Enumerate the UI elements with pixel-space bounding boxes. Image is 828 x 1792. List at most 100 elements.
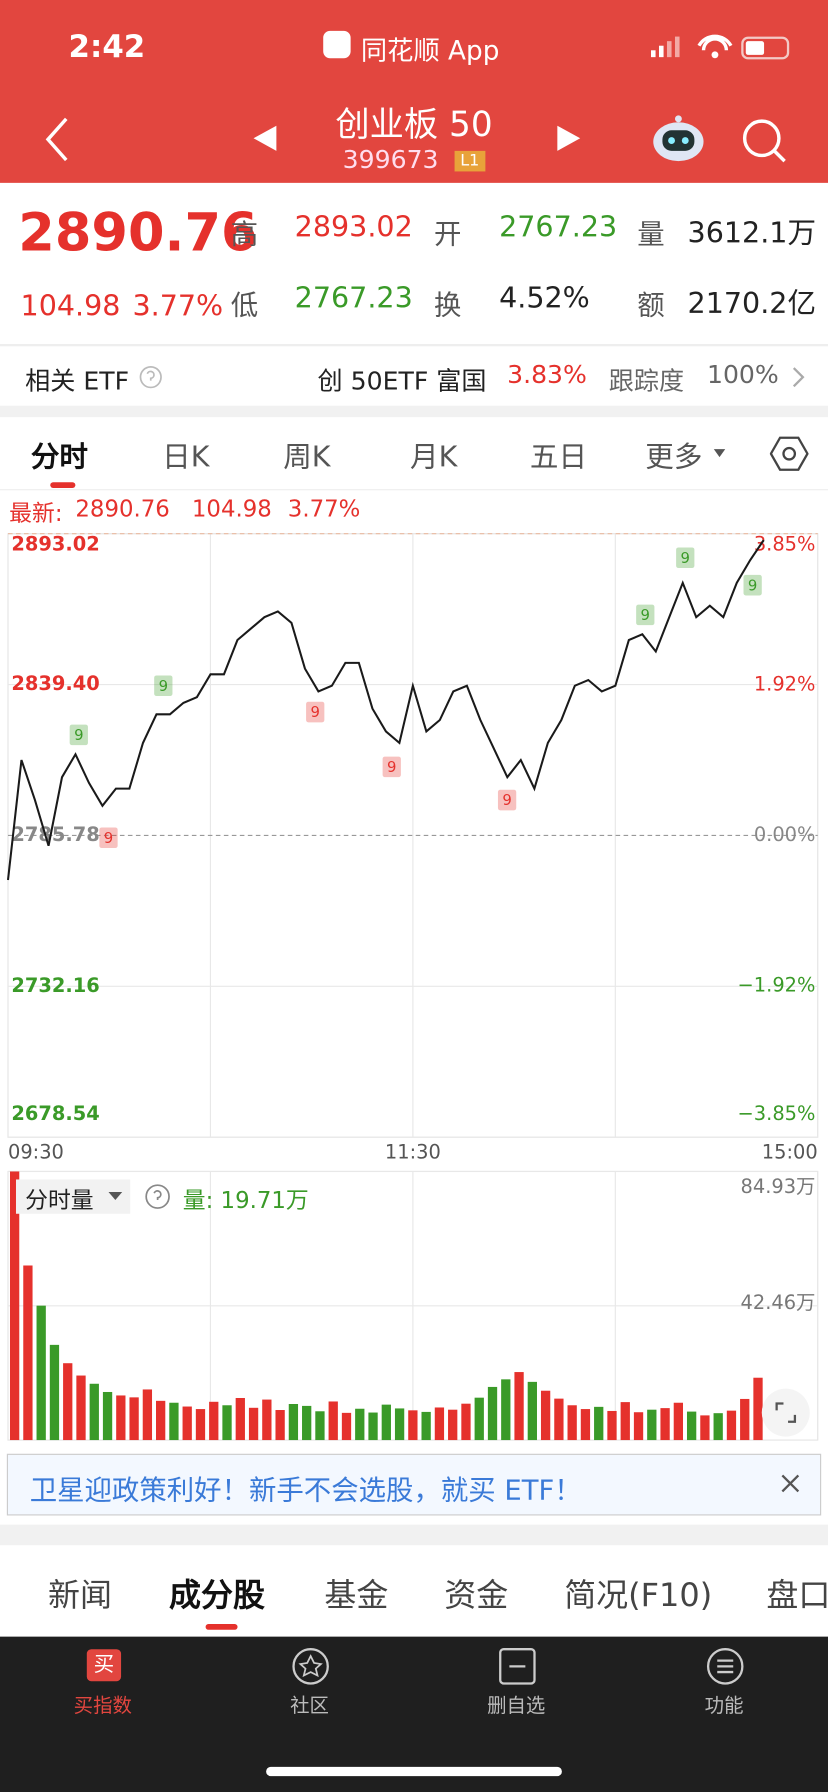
status-app: 同花顺 App [360,36,500,67]
annotation: 9 [310,703,319,721]
y-tick-label: 2732.16 [11,974,99,997]
volume-bar [235,1397,245,1441]
y2-tick-label: 1.92% [754,672,816,695]
stat-value: 2767.23 [294,281,413,315]
period-tab[interactable]: 五日 [529,440,588,474]
volume-bar [554,1398,564,1441]
close-button[interactable] [779,1472,802,1495]
volume-bar [567,1405,577,1441]
y-tick-label: 2893.02 [11,533,99,556]
volume-bar [328,1401,338,1441]
volume-bar [209,1401,219,1441]
volume-bar [686,1411,697,1441]
x-tick-label: 11:30 [385,1141,441,1164]
period-tab[interactable]: 分时 [30,440,88,474]
stat-label: 量 [637,218,665,251]
nav-item[interactable]: 功能 [704,1694,744,1718]
annotation-box [382,756,401,778]
annotation-box [676,547,695,569]
last-price: 2890.76 [18,201,258,263]
price-change: 104.98 [20,289,121,323]
section-tab[interactable]: 基金 [324,1576,389,1614]
nav-item[interactable]: 买指数 [73,1694,132,1718]
annotation-box [154,675,173,697]
help-icon[interactable] [144,1183,171,1210]
stat-label: 低 [230,289,259,322]
annotation-box [99,827,118,849]
period-tab[interactable]: 更多 [645,440,703,474]
section-tab[interactable]: 盘口 [766,1576,828,1614]
y-tick-label: 2678.54 [11,1102,99,1125]
volume-bar [487,1386,498,1441]
volume-bar [620,1402,630,1441]
stat-label: 换 [433,289,462,322]
volume-bar [341,1412,352,1441]
current-volume: 量: 19.71万 [182,1186,309,1214]
promo-banner[interactable] [6,1453,822,1516]
stat-value: 2767.23 [499,210,618,244]
back-button[interactable] [34,114,80,164]
stat-label: 额 [637,289,665,322]
section-tab[interactable]: 资金 [444,1576,509,1614]
volume-bar [394,1408,405,1441]
volume-bar [169,1402,179,1441]
section-tab[interactable]: 简况(F10) [564,1576,713,1614]
volume-bar [116,1395,126,1441]
etf-name[interactable]: 创 50ETF 富国 [317,368,487,397]
volume-bar [248,1407,259,1441]
robot-button[interactable] [651,114,706,164]
bottom-nav [0,1636,828,1792]
volume-bar [673,1402,684,1441]
nav-item[interactable]: 删自选 [487,1694,546,1718]
search-button[interactable] [740,117,788,165]
volume-bar [63,1363,73,1441]
period-tab[interactable]: 周K [283,440,331,474]
nav-icon-menu [706,1648,744,1685]
volume-bar [461,1403,471,1441]
volume-bar [355,1408,365,1441]
volume-bar [700,1415,710,1441]
index-code: 399673 [342,146,439,175]
annotation-box [743,574,762,596]
period-tab[interactable]: 日K [162,440,210,474]
latest-label: 最新: [9,499,63,527]
volume-bar [275,1410,285,1441]
period-tab[interactable]: 月K [410,440,458,474]
nav-item[interactable]: 社区 [290,1694,329,1718]
section-tab[interactable]: 新闻 [47,1576,112,1614]
volume-bar [713,1413,723,1441]
volume-bar [434,1407,445,1441]
stat-value: 2893.02 [294,210,413,244]
settings-button[interactable] [769,434,809,473]
tracking-label: 跟踪度 [608,368,685,397]
prev-button[interactable] [251,123,278,153]
volume-bar [740,1398,750,1441]
help-icon[interactable] [138,365,163,390]
volume-selector-label: 分时量 [25,1186,94,1214]
annotation: 9 [502,791,511,809]
volume-selector[interactable] [15,1179,131,1214]
volume-bar [594,1406,604,1441]
volume-bar [368,1412,378,1441]
volume-bar [315,1411,325,1441]
more-arrow [713,449,726,458]
section-tab[interactable]: 成分股 [169,1576,265,1614]
divider [0,489,828,491]
volume-bar [9,1171,20,1441]
x-tick-label: 15:00 [762,1141,818,1164]
next-button[interactable] [555,123,582,153]
status-icons [650,34,790,60]
annotation: 9 [159,677,168,695]
annotation: 9 [748,576,757,594]
volume-bar [474,1397,484,1441]
annotation: 9 [387,758,396,776]
volume-bar [222,1405,232,1441]
volume-bar [36,1305,46,1441]
volume-bar [49,1344,60,1441]
etf-change: 3.83% [507,361,587,390]
annotation-box [69,724,88,746]
status-time: 2:42 [68,29,146,66]
index-title: 创业板 50 [335,105,493,146]
tracking-value: 100% [706,361,779,390]
fullscreen-button[interactable] [761,1387,811,1437]
